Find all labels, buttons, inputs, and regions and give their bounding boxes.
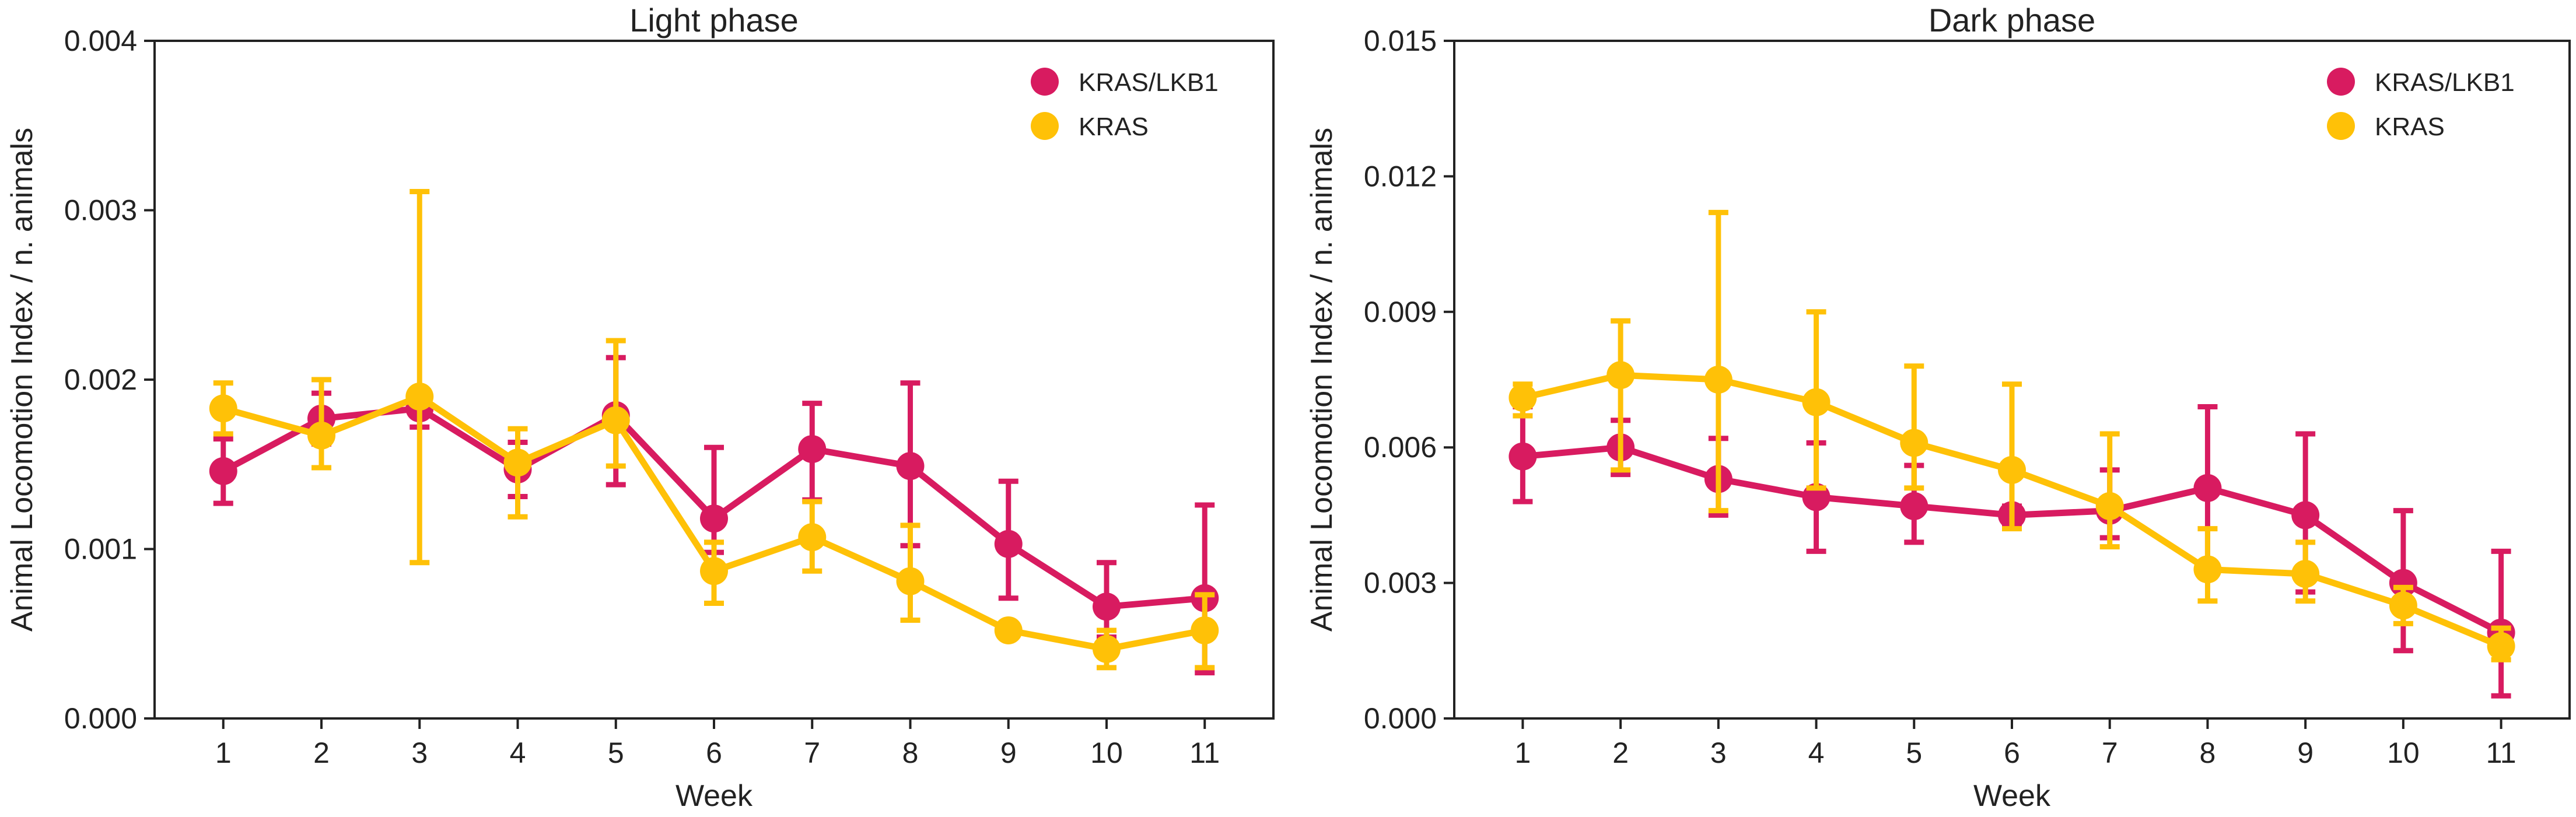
- x-tick-label: 6: [706, 737, 722, 769]
- data-point: [1508, 383, 1537, 412]
- data-point: [1508, 442, 1537, 471]
- data-point: [2291, 560, 2320, 588]
- data-point: [2291, 501, 2320, 530]
- y-tick-label: 0.004: [64, 24, 137, 57]
- x-tick-label: 7: [2102, 737, 2118, 769]
- x-tick-label: 9: [2297, 737, 2314, 769]
- chart-title: Light phase: [629, 2, 799, 38]
- data-point: [994, 616, 1023, 644]
- series-kras: [209, 189, 1219, 671]
- x-tick-label: 8: [2200, 737, 2216, 769]
- data-point: [601, 406, 630, 434]
- data-point: [1704, 366, 1732, 394]
- data-point: [2095, 492, 2124, 520]
- y-tick-label: 0.002: [64, 363, 137, 396]
- data-point: [896, 567, 925, 595]
- legend-label: KRAS: [2375, 113, 2445, 141]
- data-point: [798, 523, 827, 552]
- x-tick-label: 8: [902, 737, 919, 769]
- chart-dark-phase: Dark phase 0.000 0.003 0.006 0.009 0.012 0.015…: [1305, 2, 2571, 813]
- data-point: [2193, 474, 2222, 502]
- x-tick-label: 11: [1189, 737, 1220, 769]
- y-tick-label: 0.000: [1364, 702, 1437, 735]
- data-point: [2389, 591, 2417, 620]
- legend-label: KRAS: [1079, 113, 1149, 141]
- x-tick-label: 7: [804, 737, 820, 769]
- legend-marker: [2327, 112, 2355, 140]
- data-point: [994, 530, 1023, 558]
- legend-marker: [1031, 68, 1059, 96]
- y-tick-label: 0.012: [1364, 160, 1437, 192]
- data-point: [307, 421, 336, 450]
- x-tick-label: 2: [313, 737, 330, 769]
- x-tick-label: 4: [1808, 737, 1825, 769]
- y-tick-label: 0.003: [1364, 567, 1437, 599]
- x-tick-label: 3: [1710, 737, 1727, 769]
- legend-marker: [2327, 68, 2355, 96]
- legend-label: KRAS/LKB1: [1079, 68, 1219, 97]
- x-tick-label: 10: [1090, 737, 1123, 769]
- x-axis-label: Week: [676, 779, 753, 813]
- data-point: [1092, 634, 1121, 663]
- data-point: [1191, 616, 1219, 644]
- y-tick-label: 0.006: [1364, 431, 1437, 464]
- data-point: [700, 504, 728, 533]
- chart-light-phase: Light phase 0.000 0.001 0.002 0.003 0.004 1 2 3 4…: [5, 2, 1275, 813]
- series-kras-lkb1: [209, 355, 1219, 676]
- x-tick-label: 1: [1514, 737, 1531, 769]
- y-axis-label: Animal Locomotion Index / n. animals: [5, 128, 39, 632]
- x-tick-label: 11: [2486, 737, 2516, 769]
- x-axis-label: Week: [1973, 779, 2051, 813]
- x-tick-label: 2: [1612, 737, 1629, 769]
- data-point: [1998, 455, 2026, 484]
- x-tick-label: 4: [510, 737, 526, 769]
- x-tick-label: 1: [215, 737, 232, 769]
- chart-title: Dark phase: [1929, 2, 2095, 38]
- legend: KRAS/LKB1 KRAS: [2327, 68, 2515, 141]
- legend-marker: [1031, 112, 1059, 140]
- data-point: [1900, 429, 1929, 457]
- data-point: [1900, 492, 1929, 520]
- y-axis-label: Animal Locomotion Index / n. animals: [1305, 128, 1339, 632]
- y-tick-label: 0.009: [1364, 296, 1437, 328]
- y-tick-label: 0.015: [1364, 24, 1437, 57]
- data-point: [700, 557, 728, 585]
- data-point: [1092, 592, 1121, 621]
- data-point: [503, 448, 532, 477]
- series-kras: [1508, 209, 2515, 662]
- data-point: [1802, 388, 1831, 416]
- data-point: [1606, 361, 1635, 390]
- data-point: [209, 394, 237, 423]
- x-tick-label: 5: [1906, 737, 1922, 769]
- data-point: [798, 435, 827, 464]
- x-tick-label: 9: [1000, 737, 1017, 769]
- data-point: [896, 452, 925, 481]
- legend-label: KRAS/LKB1: [2375, 68, 2515, 97]
- y-tick-label: 0.000: [64, 702, 137, 735]
- x-tick-label: 6: [2004, 737, 2020, 769]
- y-tick-label: 0.001: [64, 533, 137, 566]
- data-point: [405, 383, 434, 411]
- x-tick-label: 10: [2387, 737, 2420, 769]
- data-point: [2193, 555, 2222, 584]
- x-tick-label: 5: [608, 737, 624, 769]
- x-tick-label: 3: [411, 737, 428, 769]
- y-tick-label: 0.003: [64, 194, 137, 227]
- data-point: [2487, 632, 2515, 661]
- data-point: [209, 457, 237, 485]
- legend: KRAS/LKB1 KRAS: [1031, 68, 1219, 141]
